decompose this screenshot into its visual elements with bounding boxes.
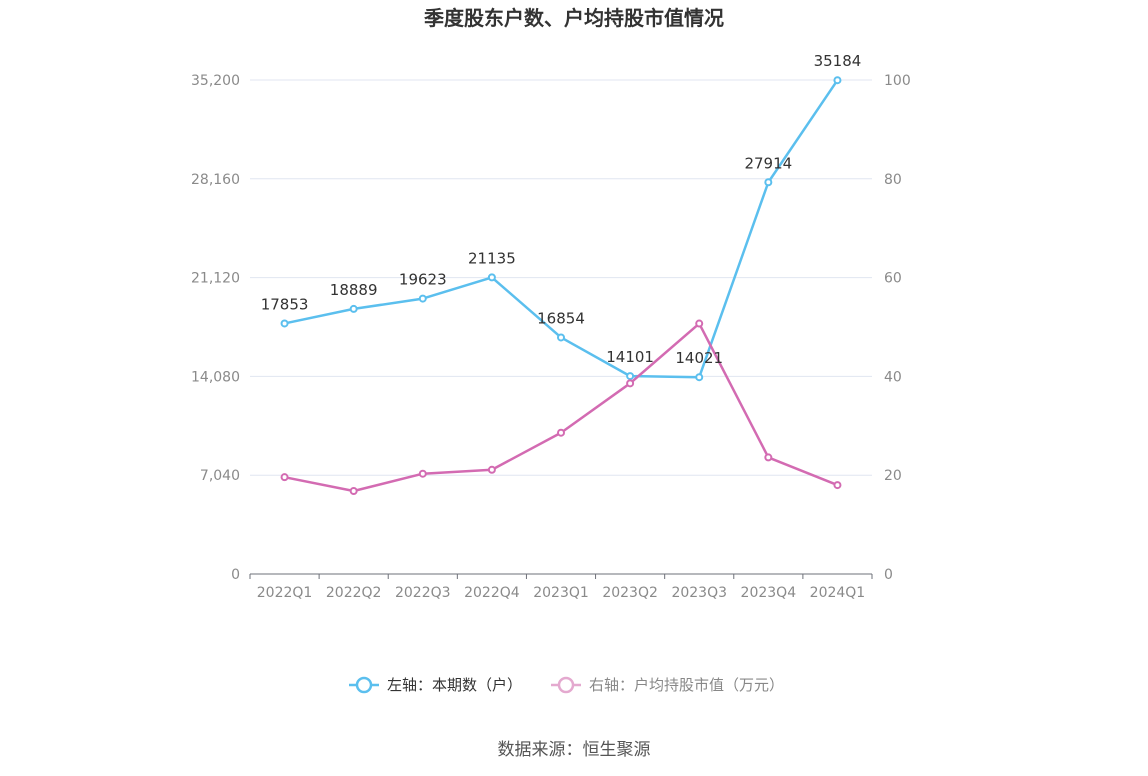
data-label: 14021 bbox=[675, 349, 723, 367]
data-point[interactable] bbox=[487, 273, 496, 282]
data-point[interactable] bbox=[557, 428, 565, 437]
legend-marker bbox=[557, 676, 575, 694]
x-tick-label: 2022Q4 bbox=[464, 585, 520, 601]
legend-item-0[interactable]: 左轴：本期数（户） bbox=[349, 676, 522, 694]
x-tick-label: 2022Q1 bbox=[257, 585, 313, 601]
series-lines bbox=[280, 76, 842, 496]
data-point[interactable] bbox=[418, 469, 427, 478]
data-label: 35184 bbox=[814, 52, 862, 70]
data-label: 16854 bbox=[537, 309, 585, 327]
data-label: 21135 bbox=[468, 249, 516, 267]
y-right-tick: 20 bbox=[884, 468, 902, 484]
legend-marker bbox=[355, 676, 373, 694]
source-note: 数据来源：恒生聚源 bbox=[498, 740, 651, 760]
chart-title: 季度股东户数、户均持股市值情况 bbox=[423, 6, 724, 30]
axes: 0 0 7,040 20 14,080 40 21,120 60 28,160 80 35,200 1… bbox=[191, 73, 911, 601]
legend-item-1[interactable]: 右轴：户均持股市值（万元） bbox=[551, 676, 784, 694]
data-label: 19623 bbox=[399, 271, 447, 289]
legend[interactable]: 左轴：本期数（户） 右轴：户均持股市值（万元） bbox=[349, 676, 784, 694]
data-label: 17853 bbox=[261, 295, 309, 313]
y-left-tick: 0 bbox=[231, 567, 240, 583]
y-left-tick: 21,120 bbox=[191, 271, 240, 287]
x-tick-label: 2023Q2 bbox=[602, 585, 658, 601]
data-point[interactable] bbox=[626, 379, 635, 388]
legend-label: 左轴：本期数（户） bbox=[387, 676, 522, 694]
y-right-tick: 0 bbox=[884, 567, 893, 583]
x-tick-label: 2024Q1 bbox=[810, 585, 866, 601]
y-right-tick: 100 bbox=[884, 73, 911, 89]
data-point[interactable] bbox=[764, 178, 773, 187]
x-tick-label: 2023Q3 bbox=[671, 585, 727, 601]
x-tick-label: 2022Q2 bbox=[326, 585, 382, 601]
data-label: 27914 bbox=[744, 154, 792, 172]
data-point[interactable] bbox=[280, 473, 289, 482]
series-line-0 bbox=[284, 79, 839, 379]
data-point[interactable] bbox=[764, 453, 773, 462]
data-labels: 17853 18889 19623 21135 16854 14101 14021 27914… bbox=[261, 52, 862, 367]
x-tick-label: 2022Q3 bbox=[395, 585, 451, 601]
data-label: 18889 bbox=[330, 281, 378, 299]
grid-lines bbox=[250, 79, 872, 476]
y-right-tick: 40 bbox=[884, 369, 902, 385]
data-point[interactable] bbox=[487, 465, 496, 474]
y-left-tick: 14,080 bbox=[191, 369, 240, 385]
data-point[interactable] bbox=[695, 319, 704, 328]
data-point[interactable] bbox=[418, 294, 427, 303]
legend-label: 右轴：户均持股市值（万元） bbox=[589, 676, 784, 694]
data-point[interactable] bbox=[280, 319, 289, 328]
y-right-tick: 60 bbox=[884, 271, 902, 287]
x-tick-label: 2023Q4 bbox=[741, 585, 797, 601]
data-point[interactable] bbox=[626, 372, 635, 381]
data-point[interactable] bbox=[349, 304, 358, 313]
data-label: 14101 bbox=[606, 348, 654, 366]
y-right-tick: 80 bbox=[884, 172, 902, 188]
data-point[interactable] bbox=[349, 487, 358, 496]
data-point[interactable] bbox=[833, 481, 842, 490]
data-point[interactable] bbox=[833, 76, 842, 85]
data-point[interactable] bbox=[695, 373, 704, 382]
y-left-tick: 7,040 bbox=[200, 468, 240, 484]
series-line-1 bbox=[284, 322, 838, 493]
y-left-tick: 28,160 bbox=[191, 172, 240, 188]
x-tick-label: 2023Q1 bbox=[533, 585, 589, 601]
y-left-tick: 35,200 bbox=[191, 73, 240, 89]
data-point[interactable] bbox=[557, 333, 565, 342]
